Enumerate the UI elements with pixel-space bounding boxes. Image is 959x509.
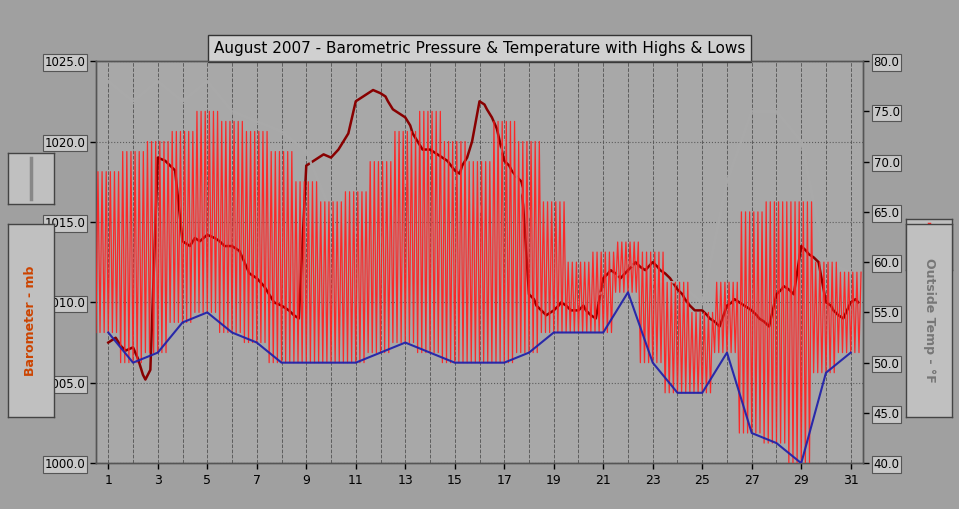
Title: August 2007 - Barometric Pressure & Temperature with Highs & Lows: August 2007 - Barometric Pressure & Temp… (214, 41, 745, 56)
Text: Barometer - mb: Barometer - mb (24, 266, 37, 376)
Text: Outside Temp - °F: Outside Temp - °F (923, 258, 936, 383)
